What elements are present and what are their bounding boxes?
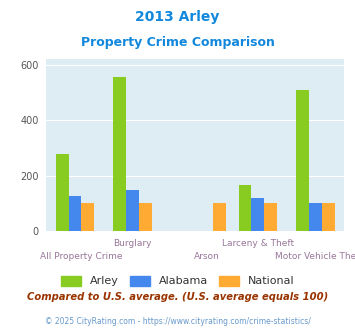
Text: Larceny & Theft: Larceny & Theft (222, 239, 294, 248)
Text: Property Crime Comparison: Property Crime Comparison (81, 36, 274, 49)
Bar (239, 185, 251, 231)
Text: 2013 Arley: 2013 Arley (135, 10, 220, 24)
Bar (296, 90, 309, 231)
Text: Burglary: Burglary (114, 239, 152, 248)
Bar (81, 203, 94, 231)
Bar (114, 78, 126, 231)
Legend: Arley, Alabama, National: Arley, Alabama, National (56, 271, 299, 291)
Bar (322, 203, 335, 231)
Bar (309, 203, 322, 231)
Text: Motor Vehicle Theft: Motor Vehicle Theft (275, 252, 355, 261)
Text: © 2025 CityRating.com - https://www.cityrating.com/crime-statistics/: © 2025 CityRating.com - https://www.city… (45, 317, 310, 326)
Bar (56, 153, 69, 231)
Bar (139, 203, 152, 231)
Text: Arson: Arson (193, 252, 219, 261)
Bar (69, 196, 81, 231)
Text: Compared to U.S. average. (U.S. average equals 100): Compared to U.S. average. (U.S. average … (27, 292, 328, 302)
Bar (264, 203, 277, 231)
Bar (251, 198, 264, 231)
Bar (126, 190, 139, 231)
Bar (213, 203, 226, 231)
Text: All Property Crime: All Property Crime (40, 252, 123, 261)
